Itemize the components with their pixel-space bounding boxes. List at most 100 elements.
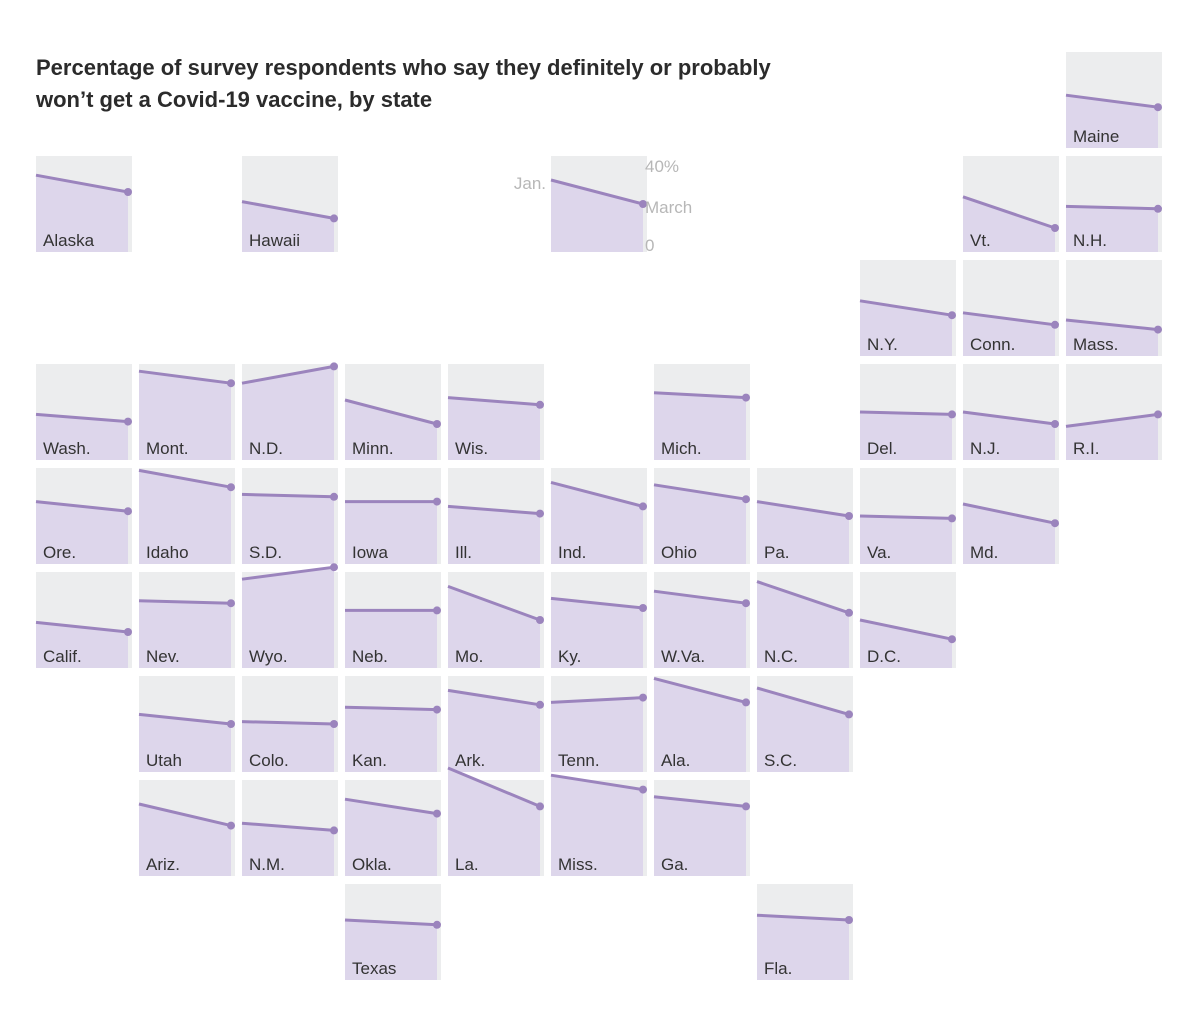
trend-area [242,721,334,772]
end-point [536,802,544,811]
trend-line [962,502,1056,525]
trend-line [653,483,747,501]
state-tile-ga: Ga. [653,780,750,876]
state-label: N.M. [249,855,285,874]
trend-area [1066,414,1158,460]
state-tile-mo: Mo. [447,572,544,668]
end-point [742,698,750,707]
trend-line [859,299,953,317]
state-tile-s-c: S.C. [756,676,853,772]
trend-area [345,400,437,460]
trend-line [447,504,541,516]
state-tile-iowa: Iowa [345,468,441,564]
trend-line [962,410,1056,426]
trend-line [1065,318,1159,332]
trend-area [860,300,952,356]
state-tile-idaho: Idaho [138,468,235,564]
end-point [1154,410,1162,419]
trend-area [860,412,952,460]
state-label: S.C. [764,751,797,770]
trend-area [654,678,746,772]
state-tile-mass: Mass. [1065,260,1162,356]
state-label: Vt. [970,231,991,250]
state-label: Iowa [352,543,388,562]
state-tile-mont: Mont. [138,364,235,460]
trend-area [345,707,437,772]
trend-area [139,714,231,772]
trend-area [963,412,1055,460]
state-tile-maine: Maine [1065,52,1162,148]
state-label: Wis. [455,439,488,458]
state-label: La. [455,855,479,874]
state-tile-s-d: S.D. [241,468,338,564]
end-point [1154,204,1162,213]
state-tile-vt: Vt. [962,156,1059,252]
trend-area [36,501,128,564]
end-point [1154,103,1162,112]
state-label: Fla. [764,959,792,978]
state-tile-n-m: N.M. [241,780,338,876]
trend-line [35,620,129,634]
state-tile-ill: Ill. [447,468,544,564]
end-point [1051,519,1059,528]
end-point [639,785,647,794]
trend-area [654,591,746,668]
state-label: N.J. [970,439,1000,458]
end-point [330,362,338,371]
trend-area [242,823,334,876]
trend-line [859,410,953,416]
trend-line [962,195,1056,230]
trend-line [241,200,335,220]
state-tile-calif: Calif. [35,572,132,668]
legend-ymin-label: 0 [645,236,654,255]
trend-line [35,412,129,424]
end-point [433,606,441,615]
state-label: N.C. [764,647,798,666]
end-point [433,809,441,818]
state-tile-n-y: N.Y. [859,260,956,356]
state-label: Hawaii [249,231,300,250]
trend-area [1066,95,1158,148]
state-label: Va. [867,543,891,562]
state-tile-neb: Neb. [345,572,441,668]
state-tile-miss: Miss. [550,773,647,876]
state-label: Mass. [1073,335,1118,354]
state-tile-la: La. [447,766,544,876]
trend-line [653,589,747,605]
state-tile-n-c: N.C. [756,572,853,668]
end-point [639,693,647,702]
state-tile-fla: Fla. [756,884,853,980]
trend-line [1065,93,1159,109]
trend-area [345,799,437,876]
trend-area [1066,320,1158,356]
trend-line [550,596,644,610]
trend-area [448,690,540,772]
state-label: Ariz. [146,855,180,874]
trend-area [242,366,334,460]
end-point [845,512,853,520]
state-tile-ky: Ky. [550,572,647,668]
state-tile-ore: Ore. [35,468,132,564]
state-label: Alaska [43,231,95,250]
trend-area [551,697,643,772]
state-tile-ohio: Ohio [653,468,750,564]
state-tiles: Maine Alaska Hawaii Vt. N.H. N.Y. Conn. Mass. Wa… [35,52,1162,980]
state-tile-texas: Texas [344,884,441,980]
trend-area [757,581,849,668]
state-tile-wyo: Wyo. [241,563,338,668]
trend-area [757,501,849,564]
end-point [1051,420,1059,428]
end-point [948,311,956,320]
end-point [639,502,647,511]
state-tile-md: Md. [962,468,1059,564]
trend-area [963,196,1055,252]
trend-area [139,470,231,564]
state-label: Ga. [661,855,688,874]
trend-area [860,620,952,668]
state-label: R.I. [1073,439,1099,458]
state-label: Del. [867,439,897,458]
end-point [742,393,750,402]
trend-line [550,178,644,206]
trend-line [241,720,335,726]
trend-line [241,492,335,499]
